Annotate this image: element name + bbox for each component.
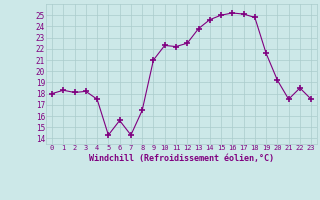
X-axis label: Windchill (Refroidissement éolien,°C): Windchill (Refroidissement éolien,°C) <box>89 154 274 163</box>
